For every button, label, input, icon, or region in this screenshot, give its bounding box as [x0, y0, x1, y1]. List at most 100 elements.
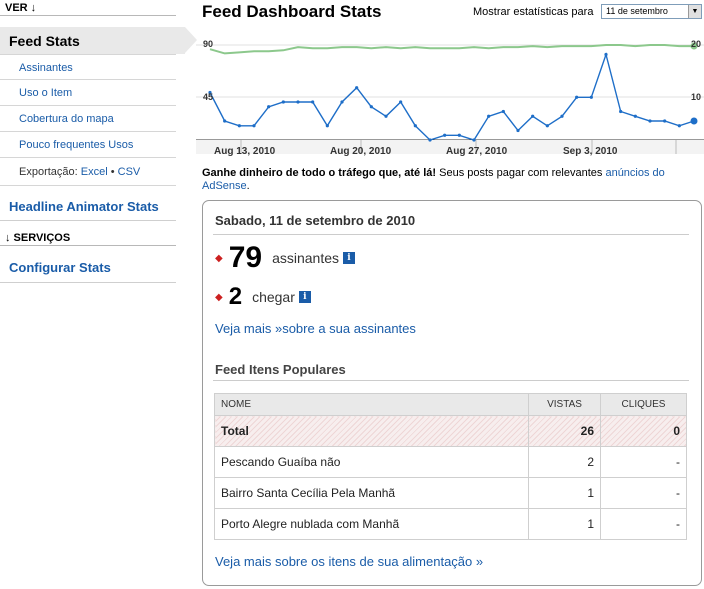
date-select[interactable]: 11 de setembro ▼: [601, 4, 702, 19]
info-icon[interactable]: i: [298, 291, 311, 303]
ver-section-header[interactable]: VER ↓: [0, 0, 176, 16]
x-tick-label: Sep 3, 2010: [563, 146, 618, 157]
nav-feed-stats[interactable]: Feed Stats: [0, 27, 197, 54]
sidebar-item-label[interactable]: Pouco frequentes Usos: [19, 139, 134, 151]
data-point: [296, 100, 300, 104]
page-title: Feed Dashboard Stats: [202, 2, 382, 21]
data-point: [413, 124, 417, 128]
right-axis-tick: 10: [691, 92, 701, 102]
data-point: [619, 109, 623, 114]
data-point: [487, 114, 491, 118]
summary-panel: Sabado, 11 de setembro de 2010 ◆ 79 assina…: [202, 200, 702, 586]
left-axis-tick: 90: [203, 39, 213, 49]
item-views: 1: [528, 508, 601, 540]
chart-series: [208, 42, 698, 142]
item-views: 2: [528, 446, 601, 478]
export-row: Exportação: Excel • CSV: [0, 158, 176, 186]
series-line-right: [209, 52, 695, 141]
adsense-message: Ganhe dinheiro de todo o tráfego que, at…: [202, 167, 692, 193]
data-point: [560, 114, 564, 118]
export-label: Exportação:: [19, 166, 78, 178]
date-select-value: 11 de setembro: [606, 6, 668, 16]
export-excel-link[interactable]: Excel: [80, 166, 108, 178]
data-point: [516, 128, 520, 133]
item-name[interactable]: Pescando Guaíba não: [214, 446, 529, 478]
sidebar-item-label[interactable]: Uso o Item: [19, 87, 73, 99]
nav-configure-stats[interactable]: Configurar Stats: [0, 255, 176, 283]
series-line-left: [209, 44, 694, 55]
reach-count: 2: [228, 283, 243, 310]
sidebar-item-label[interactable]: Cobertura do mapa: [19, 113, 114, 125]
sidebar-item-uso-item[interactable]: Uso o Item: [0, 80, 176, 106]
info-icon[interactable]: i: [343, 252, 356, 264]
adsense-link[interactable]: anúncios do AdSense: [202, 167, 665, 192]
table-row[interactable]: Porto Alegre nublada com Manhã 1 -: [214, 508, 687, 540]
item-name[interactable]: Porto Alegre nublada com Manhã: [214, 508, 529, 540]
reach-metric: ◆ 2 chegar i: [215, 283, 311, 311]
total-clicks: 0: [600, 415, 687, 447]
data-point: [589, 95, 593, 99]
data-point: [384, 114, 388, 118]
nav-headline-animator[interactable]: Headline Animator Stats: [0, 195, 176, 221]
data-point: [267, 105, 271, 109]
x-tick-label: Aug 13, 2010: [214, 146, 276, 157]
data-point: [663, 119, 667, 123]
subscribers-count: 79: [228, 241, 263, 274]
item-name[interactable]: Bairro Santa Cecília Pela Manhã: [214, 477, 529, 509]
data-point: [208, 90, 212, 95]
more-subscribers-link[interactable]: Veja mais »sobre a sua assinantes: [215, 321, 416, 336]
sidebar-item-pouco-frequentes[interactable]: Pouco frequentes Usos: [0, 132, 176, 158]
series-end-marker: [690, 117, 698, 125]
summary-date: Sabado, 11 de setembro de 2010: [215, 213, 416, 228]
col-header-clicks: CLIQUES: [600, 393, 687, 416]
sidebar-item-cobertura[interactable]: Cobertura do mapa: [0, 106, 176, 132]
data-point: [237, 124, 241, 128]
x-tick-label: Aug 27, 2010: [446, 146, 508, 157]
export-csv-link[interactable]: CSV: [117, 166, 141, 178]
left-axis-tick: 45: [203, 92, 213, 102]
popular-items-table: NOME VISTAS CLIQUES Total 26 0 Pescando …: [214, 393, 687, 540]
chart-axis-band: [196, 140, 704, 154]
x-tick-label: Aug 20, 2010: [330, 146, 392, 157]
series-end-marker: [690, 42, 698, 50]
more-items-link[interactable]: Veja mais sobre os itens de sua alimenta…: [215, 554, 484, 569]
total-label: Total: [214, 415, 529, 447]
data-point: [281, 100, 285, 104]
data-point: [604, 52, 608, 57]
diamond-bullet-icon: ◆: [215, 252, 223, 264]
chevron-down-icon[interactable]: ▼: [688, 5, 701, 18]
sidebar-item-label[interactable]: Assinantes: [19, 62, 73, 74]
item-clicks: -: [600, 508, 687, 540]
divider: [213, 380, 689, 381]
data-point: [428, 138, 432, 142]
sidebar: VER ↓ Feed Stats Assinantes Uso o Item C…: [0, 0, 197, 283]
diamond-bullet-icon: ◆: [215, 291, 223, 303]
adsense-text: Seus posts pagar com relevantes: [436, 167, 606, 179]
data-point: [472, 138, 476, 142]
chart-labels: 90 45 20 10 Aug 13, 2010 Aug 20, 2010 Aug 27, …: [203, 39, 701, 157]
data-point: [457, 133, 461, 137]
data-point: [340, 100, 344, 104]
table-header-row: NOME VISTAS CLIQUES: [214, 393, 687, 416]
chart-grid: [196, 44, 704, 154]
table-row[interactable]: Bairro Santa Cecília Pela Manhã 1 -: [214, 477, 687, 509]
item-clicks: -: [600, 446, 687, 478]
data-point: [252, 124, 256, 128]
data-point: [531, 114, 535, 118]
services-section-header[interactable]: ↓ SERVIÇOS: [0, 230, 176, 246]
popular-items-title: Feed Itens Populares: [215, 362, 346, 377]
total-views: 26: [528, 415, 601, 447]
data-point: [311, 100, 315, 104]
data-point: [545, 124, 549, 128]
divider: [213, 234, 689, 235]
sidebar-item-assinantes[interactable]: Assinantes: [0, 54, 176, 80]
item-clicks: -: [600, 477, 687, 509]
stats-for-label: Mostrar estatísticas para: [473, 6, 594, 18]
data-point: [633, 114, 637, 118]
table-row[interactable]: Pescando Guaíba não 2 -: [214, 446, 687, 478]
data-point: [648, 119, 652, 123]
total-row: Total 26 0: [214, 415, 687, 447]
subscribers-chart: 90 45 20 10 Aug 13, 2010 Aug 20, 2010 Aug 27, …: [196, 39, 704, 157]
item-views: 1: [528, 477, 601, 509]
data-point: [223, 119, 227, 123]
